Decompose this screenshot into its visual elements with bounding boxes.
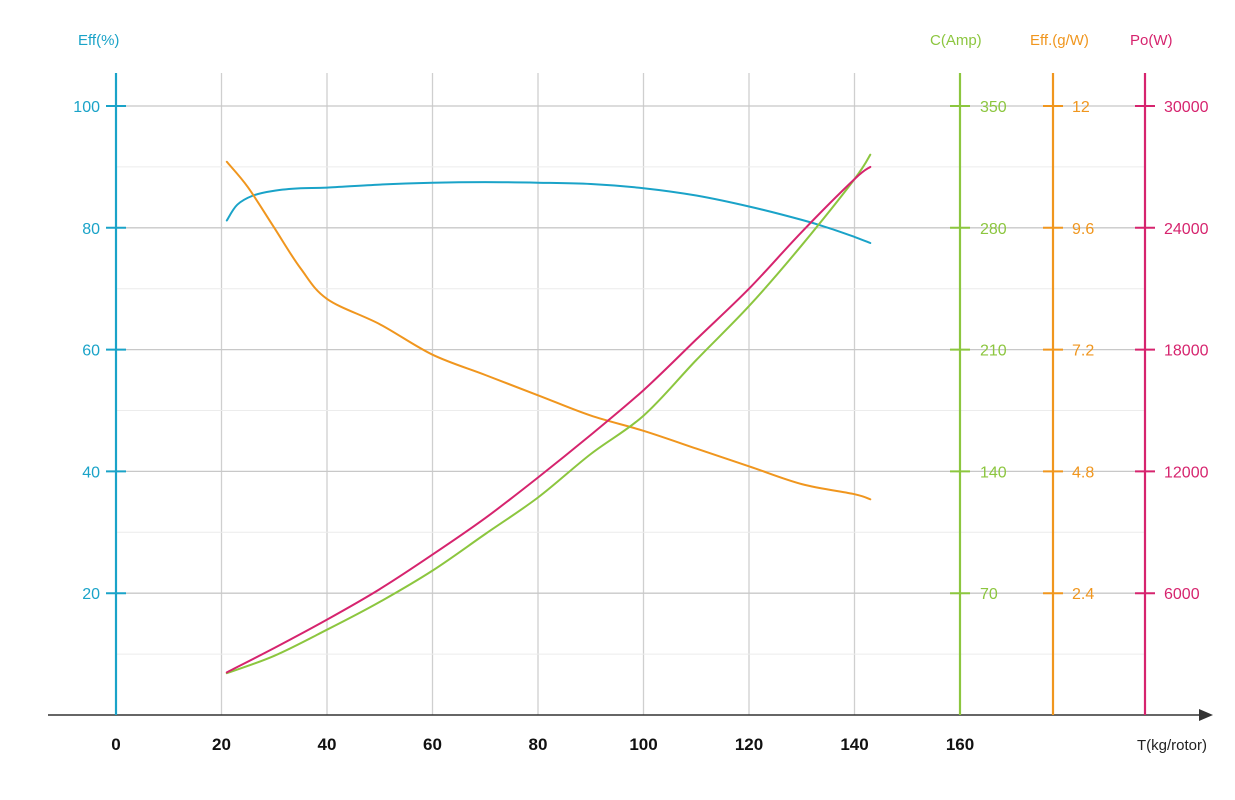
eff-tick-label: 60 bbox=[82, 343, 100, 360]
po-tick-label: 6000 bbox=[1164, 586, 1200, 603]
po-series-line bbox=[225, 165, 872, 674]
eff-tick-label: 80 bbox=[82, 221, 100, 238]
eff-tick-label: 40 bbox=[82, 464, 100, 481]
gw-tick-label: 4.8 bbox=[1072, 464, 1094, 481]
x-tick-label: 40 bbox=[318, 735, 337, 754]
x-tick-label: 20 bbox=[212, 735, 231, 754]
amp-tick-label: 350 bbox=[980, 99, 1007, 116]
x-tick-label: 0 bbox=[111, 735, 120, 754]
gw-series-line bbox=[225, 160, 872, 501]
x-tick-label: 160 bbox=[946, 735, 974, 754]
gw-tick-label: 12 bbox=[1072, 99, 1090, 116]
series bbox=[225, 153, 872, 675]
eff-tick-label: 20 bbox=[82, 586, 100, 603]
x-axis-label: T(kg/rotor) bbox=[1137, 737, 1207, 754]
gw-tick-label: 7.2 bbox=[1072, 343, 1094, 360]
eff-tick-label: 100 bbox=[73, 99, 100, 116]
eff-series-line bbox=[225, 181, 872, 244]
po-tick-label: 18000 bbox=[1164, 343, 1209, 360]
axes bbox=[48, 73, 1213, 721]
x-tick-label: 60 bbox=[423, 735, 442, 754]
x-tick-label: 100 bbox=[629, 735, 657, 754]
x-tick-label: 120 bbox=[735, 735, 763, 754]
po-axis-title: Po(W) bbox=[1130, 32, 1173, 49]
x-tick-label: 80 bbox=[529, 735, 548, 754]
po-tick-label: 30000 bbox=[1164, 99, 1209, 116]
po-tick-label: 24000 bbox=[1164, 221, 1209, 238]
grid bbox=[116, 73, 1145, 715]
amp-axis-title: C(Amp) bbox=[930, 32, 982, 49]
labels: 0 20 40 60 80 100 120 140 160 T(kg/rotor) Eff(%) 20… bbox=[73, 32, 1208, 754]
gw-tick-label: 9.6 bbox=[1072, 221, 1094, 238]
amp-tick-label: 70 bbox=[980, 586, 998, 603]
amp-tick-label: 210 bbox=[980, 343, 1007, 360]
amp-series-line bbox=[225, 153, 872, 675]
gw-axis-title: Eff.(g/W) bbox=[1030, 32, 1089, 49]
eff-axis-title: Eff(%) bbox=[78, 32, 119, 49]
po-tick-label: 12000 bbox=[1164, 464, 1209, 481]
amp-tick-label: 280 bbox=[980, 221, 1007, 238]
x-axis-arrow bbox=[1199, 709, 1213, 721]
gw-tick-label: 2.4 bbox=[1072, 586, 1094, 603]
amp-tick-label: 140 bbox=[980, 464, 1007, 481]
x-tick-label: 140 bbox=[840, 735, 868, 754]
